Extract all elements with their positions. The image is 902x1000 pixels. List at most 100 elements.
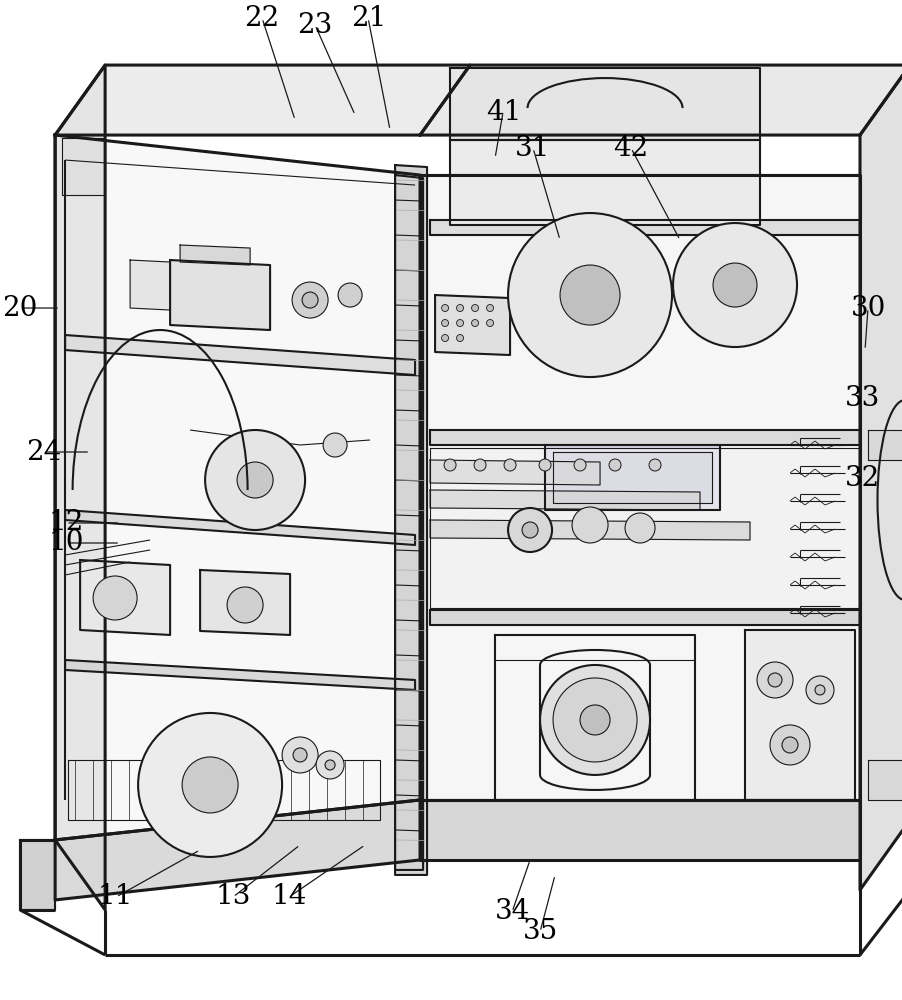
Polygon shape — [867, 430, 902, 460]
Polygon shape — [80, 560, 170, 635]
Polygon shape — [419, 65, 902, 135]
Circle shape — [456, 305, 463, 312]
Circle shape — [456, 335, 463, 342]
Circle shape — [539, 665, 649, 775]
Polygon shape — [62, 138, 105, 195]
Circle shape — [293, 748, 307, 762]
Circle shape — [325, 760, 335, 770]
Circle shape — [579, 705, 610, 735]
Text: 32: 32 — [843, 465, 879, 492]
Polygon shape — [545, 445, 719, 510]
Text: 13: 13 — [216, 883, 251, 910]
Circle shape — [337, 283, 362, 307]
Polygon shape — [744, 630, 854, 800]
Polygon shape — [429, 430, 859, 445]
Circle shape — [559, 265, 620, 325]
Polygon shape — [65, 660, 415, 690]
Circle shape — [441, 320, 448, 327]
Circle shape — [486, 320, 493, 327]
Polygon shape — [130, 260, 170, 310]
Circle shape — [291, 282, 327, 318]
Circle shape — [508, 213, 671, 377]
Circle shape — [781, 737, 797, 753]
Circle shape — [521, 522, 538, 538]
Circle shape — [441, 305, 448, 312]
Circle shape — [474, 459, 485, 471]
Circle shape — [672, 223, 796, 347]
Polygon shape — [449, 140, 759, 225]
Polygon shape — [200, 570, 290, 635]
Circle shape — [316, 751, 344, 779]
Polygon shape — [65, 335, 415, 375]
Circle shape — [805, 676, 833, 704]
Circle shape — [471, 305, 478, 312]
Text: 42: 42 — [612, 135, 648, 162]
Text: 31: 31 — [514, 135, 550, 162]
Text: 33: 33 — [843, 385, 879, 412]
Polygon shape — [429, 610, 859, 625]
Polygon shape — [449, 68, 759, 140]
Circle shape — [756, 662, 792, 698]
Circle shape — [205, 430, 305, 530]
Circle shape — [552, 678, 636, 762]
Polygon shape — [435, 295, 510, 355]
Circle shape — [508, 508, 551, 552]
Circle shape — [649, 459, 660, 471]
Polygon shape — [55, 800, 419, 900]
Text: 34: 34 — [495, 898, 530, 925]
Circle shape — [574, 459, 585, 471]
Circle shape — [503, 459, 515, 471]
Circle shape — [471, 320, 478, 327]
Polygon shape — [170, 260, 270, 330]
Polygon shape — [429, 460, 600, 485]
Circle shape — [302, 292, 318, 308]
Circle shape — [226, 587, 262, 623]
Text: 20: 20 — [3, 295, 38, 322]
Polygon shape — [179, 245, 250, 265]
Polygon shape — [20, 840, 55, 910]
Text: 21: 21 — [350, 5, 386, 32]
Text: 14: 14 — [272, 883, 307, 910]
Polygon shape — [395, 165, 427, 875]
Circle shape — [713, 263, 756, 307]
Circle shape — [608, 459, 621, 471]
Circle shape — [93, 576, 137, 620]
Text: 10: 10 — [48, 529, 84, 556]
Polygon shape — [867, 760, 902, 800]
Text: 12: 12 — [49, 509, 84, 536]
Circle shape — [538, 459, 550, 471]
Circle shape — [281, 737, 318, 773]
Circle shape — [441, 335, 448, 342]
Circle shape — [769, 725, 809, 765]
Circle shape — [768, 673, 781, 687]
Circle shape — [237, 462, 272, 498]
Text: 41: 41 — [485, 99, 521, 126]
Circle shape — [486, 305, 493, 312]
Polygon shape — [55, 65, 105, 910]
Circle shape — [571, 507, 607, 543]
Polygon shape — [419, 800, 859, 860]
Polygon shape — [419, 175, 859, 800]
Circle shape — [444, 459, 456, 471]
Text: 24: 24 — [26, 439, 61, 466]
Circle shape — [323, 433, 346, 457]
Circle shape — [624, 513, 654, 543]
Polygon shape — [55, 65, 470, 135]
Polygon shape — [429, 520, 750, 540]
Polygon shape — [55, 135, 419, 840]
Polygon shape — [429, 448, 859, 608]
Polygon shape — [859, 65, 902, 890]
Polygon shape — [552, 452, 712, 503]
Text: 11: 11 — [97, 883, 133, 910]
Circle shape — [815, 685, 824, 695]
Text: 23: 23 — [297, 12, 332, 39]
Circle shape — [138, 713, 281, 857]
Polygon shape — [429, 220, 859, 235]
Polygon shape — [429, 490, 699, 510]
Circle shape — [182, 757, 238, 813]
Text: 22: 22 — [244, 5, 280, 32]
Circle shape — [456, 320, 463, 327]
Text: 35: 35 — [522, 918, 557, 945]
Text: 30: 30 — [850, 295, 886, 322]
Polygon shape — [65, 510, 415, 545]
